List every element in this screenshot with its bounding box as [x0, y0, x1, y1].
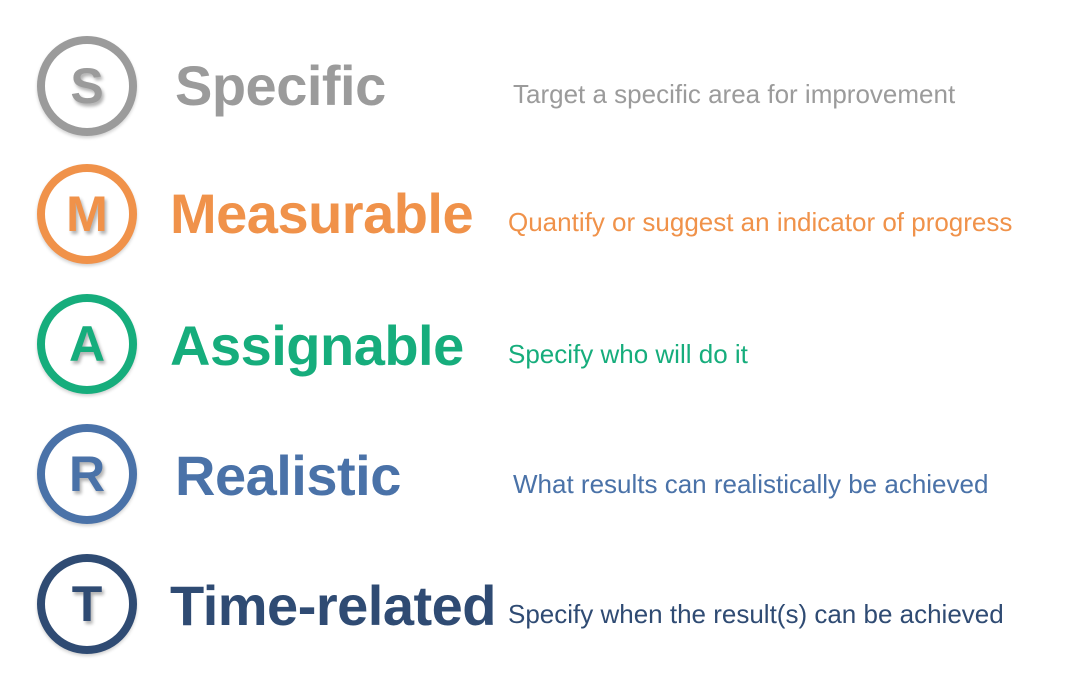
term-description: What results can realistically be achiev…	[513, 469, 989, 499]
letter-badge-m: M	[37, 164, 137, 264]
term-description: Target a specific area for improvement	[513, 79, 956, 109]
row-specific: S Specific Target a specific area for im…	[0, 30, 1088, 140]
badge-letter: T	[71, 576, 103, 632]
badge-letter: R	[68, 446, 106, 502]
letter-badge-t: T	[37, 554, 137, 654]
term-description: Specify when the result(s) can be achiev…	[508, 599, 1004, 629]
letter-badge-r: R	[37, 424, 137, 524]
row-realistic: R Realistic What results can realistical…	[0, 418, 1088, 528]
badge-letter: S	[70, 58, 104, 114]
term-label: Assignable	[170, 314, 464, 377]
letter-badge-a: A	[37, 294, 137, 394]
badge-letter: M	[66, 186, 108, 242]
term-description: Quantify or suggest an indicator of prog…	[508, 207, 1013, 237]
term-label: Measurable	[170, 182, 474, 245]
row-measurable: M Measurable Quantify or suggest an indi…	[0, 158, 1088, 268]
term-description: Specify who will do it	[508, 339, 748, 369]
row-assignable: A Assignable Specify who will do it	[0, 288, 1088, 398]
term-label: Specific	[175, 54, 386, 117]
term-label: Realistic	[175, 444, 401, 507]
badge-letter: A	[68, 316, 106, 372]
letter-badge-s: S	[37, 36, 137, 136]
row-time-related: T Time-related Specify when the result(s…	[0, 548, 1088, 658]
term-label: Time-related	[170, 574, 496, 637]
